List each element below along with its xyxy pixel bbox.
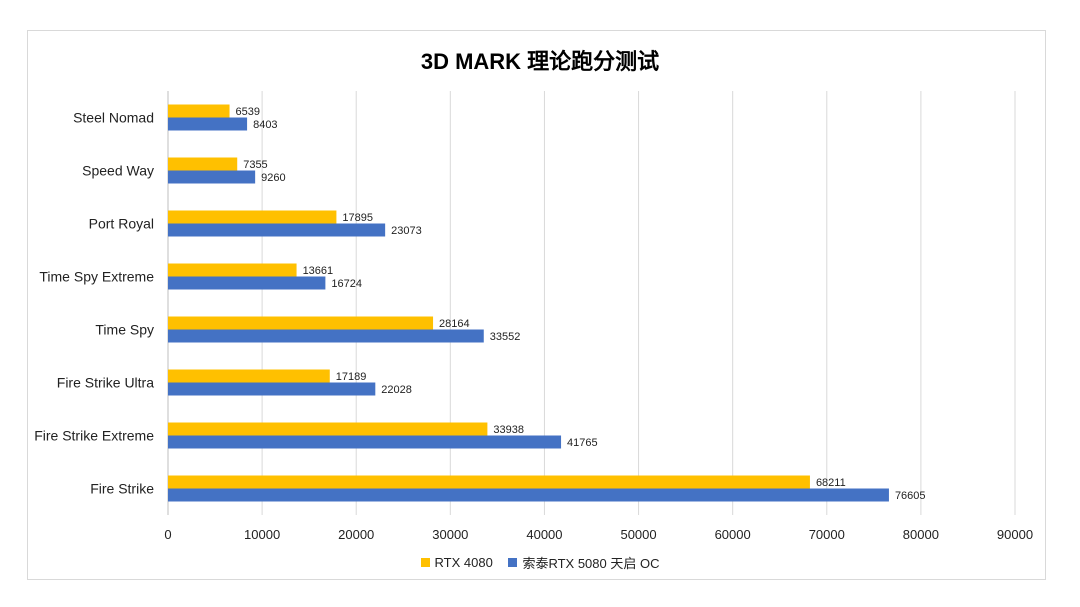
bar-series-1 <box>168 369 330 383</box>
category-label: Speed Way <box>82 163 154 179</box>
bar-series-1 <box>168 422 488 436</box>
bar-series-2 <box>168 117 248 131</box>
data-label: 22028 <box>381 384 412 396</box>
legend: RTX 4080 索泰RTX 5080 天启 OC <box>0 553 1080 572</box>
x-tick-label: 20000 <box>338 527 374 542</box>
legend-item-series-2: 索泰RTX 5080 天启 OC <box>508 553 659 572</box>
x-tick-label: 70000 <box>809 527 845 542</box>
category-label: Fire Strike <box>90 481 154 497</box>
bar-series-1 <box>168 475 810 489</box>
data-label: 17189 <box>336 371 367 383</box>
data-label: 8403 <box>253 119 277 131</box>
chart-title: 3D MARK 理论跑分测试 <box>420 49 660 74</box>
data-label: 33938 <box>493 424 524 436</box>
data-label: 16724 <box>331 278 362 290</box>
data-label: 23073 <box>391 225 422 237</box>
category-label: Fire Strike Ultra <box>57 375 154 391</box>
bar-series-1 <box>168 104 230 118</box>
bar-series-2 <box>168 488 889 502</box>
bar-series-2 <box>168 223 386 237</box>
data-label: 76605 <box>895 490 926 502</box>
x-tick-label: 50000 <box>620 527 656 542</box>
bar-series-2 <box>168 382 376 396</box>
x-tick-label: 60000 <box>715 527 751 542</box>
data-label: 13661 <box>303 265 334 277</box>
bar-series-1 <box>168 263 297 277</box>
bar-series-1 <box>168 210 337 224</box>
grid-layer <box>167 91 1016 515</box>
data-label: 41765 <box>567 437 598 449</box>
legend-swatch-series-1 <box>420 558 430 567</box>
x-tick-label: 30000 <box>432 527 468 542</box>
data-label: 17895 <box>342 212 373 224</box>
data-label: 28164 <box>439 318 470 330</box>
data-label: 9260 <box>261 172 285 184</box>
category-label: Time Spy Extreme <box>39 269 154 285</box>
data-label: 6539 <box>236 106 260 118</box>
bar-series-2 <box>168 276 326 290</box>
bar-series-1 <box>168 316 434 330</box>
legend-item-series-1: RTX 4080 <box>420 555 493 570</box>
legend-label-series-1: RTX 4080 <box>434 555 493 570</box>
data-label: 7355 <box>243 159 267 171</box>
bar-series-1 <box>168 157 238 171</box>
data-label: 33552 <box>490 331 521 343</box>
x-tick-label: 40000 <box>526 527 562 542</box>
category-label: Fire Strike Extreme <box>34 428 154 444</box>
bar-series-2 <box>168 329 484 343</box>
data-label: 68211 <box>816 477 846 489</box>
category-label: Port Royal <box>89 216 154 232</box>
legend-swatch-series-2 <box>508 558 518 567</box>
x-tick-label: 10000 <box>244 527 280 542</box>
bar-series-2 <box>168 170 256 184</box>
x-tick-label: 0 <box>164 527 171 542</box>
bar-series-2 <box>168 435 562 449</box>
legend-label-series-2: 索泰RTX 5080 天启 OC <box>522 556 660 571</box>
x-tick-label: 80000 <box>903 527 939 542</box>
category-label: Steel Nomad <box>73 110 154 126</box>
labels-layer: 0 10000 20000 30000 40000 50000 60000 70000 8000… <box>34 106 1033 542</box>
bars-layer <box>168 104 889 502</box>
category-label: Time Spy <box>95 322 154 338</box>
x-tick-label: 90000 <box>997 527 1033 542</box>
